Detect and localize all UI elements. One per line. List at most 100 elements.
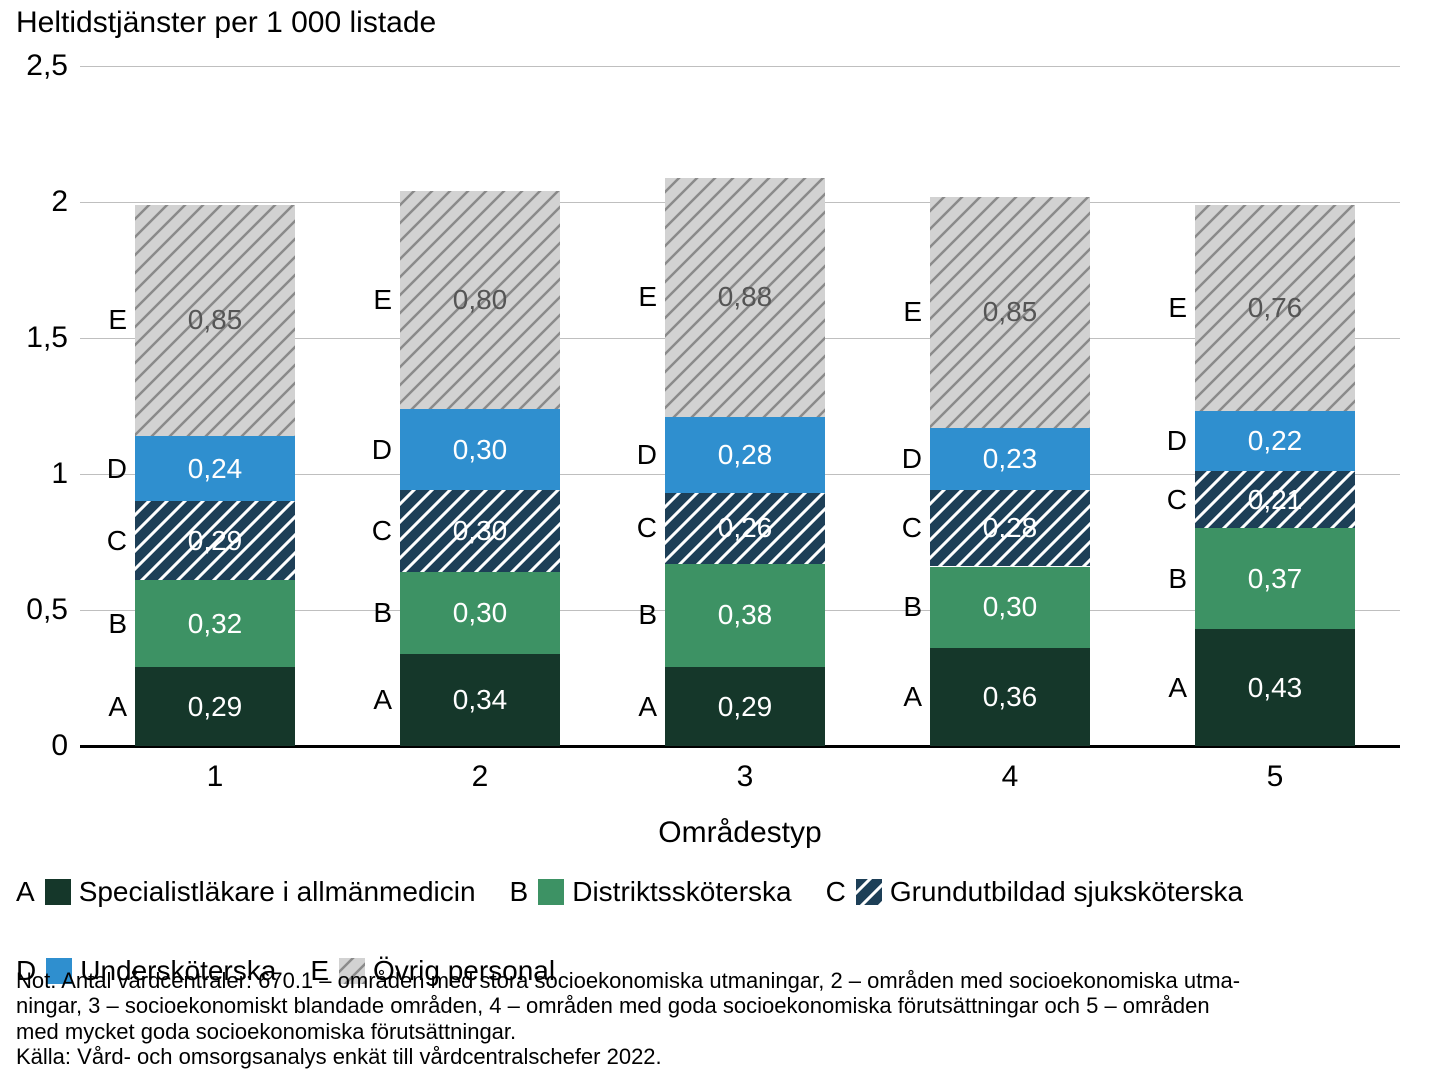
footnote: Not. Antal vårdcentraler: 670.1 – område…	[16, 968, 1414, 1069]
y-tick-label: 1	[0, 457, 68, 491]
bar-value-label: 0,28	[665, 439, 825, 471]
bar-value-label: 0,76	[1195, 292, 1355, 324]
legend-label: Grundutbildad sjuksköterska	[890, 870, 1243, 915]
x-tick-label: 3	[665, 746, 825, 794]
bar-series-letter: B	[87, 608, 127, 640]
bar-value-label: 0,36	[930, 681, 1090, 713]
bar-series-letter: E	[617, 281, 657, 313]
footnote-line: Not. Antal vårdcentraler: 670.1 – område…	[16, 968, 1414, 993]
bar-series-letter: B	[1147, 563, 1187, 595]
bar-series-letter: D	[1147, 425, 1187, 457]
bar-value-label: 0,32	[135, 608, 295, 640]
bar-segment: 0,85	[930, 197, 1090, 428]
bar-segment: 0,37	[1195, 528, 1355, 629]
bar-series-letter: A	[352, 684, 392, 716]
bar-segment: 0,22	[1195, 411, 1355, 471]
x-axis-title: Områdestyp	[80, 816, 1400, 850]
legend-label: Specialistläkare i allmänmedicin	[79, 870, 476, 915]
bar-value-label: 0,22	[1195, 425, 1355, 457]
bar-series-letter: A	[87, 691, 127, 723]
bar-series-letter: C	[352, 515, 392, 547]
bar-value-label: 0,37	[1195, 563, 1355, 595]
bar-segment: 0,88	[665, 178, 825, 417]
bar-series-letter: A	[617, 691, 657, 723]
bar-series-letter: E	[87, 304, 127, 336]
plot-area: 10,29A0,32B0,29C0,24D0,85E 20,34A0,30B0,3…	[80, 66, 1400, 746]
bar-series-letter: B	[882, 591, 922, 623]
x-tick-label: 1	[135, 746, 295, 794]
bar-segment: 0,36	[930, 648, 1090, 746]
chart-container: Heltidstjänster per 1 000 listade 00,511…	[0, 0, 1430, 1068]
bar-series-letter: C	[617, 512, 657, 544]
bar-segment: 0,30	[400, 409, 560, 491]
bar-value-label: 0,30	[400, 515, 560, 547]
legend-swatch	[538, 879, 564, 905]
y-tick-label: 2,5	[0, 49, 68, 83]
bar-value-label: 0,23	[930, 443, 1090, 475]
bar-series-letter: D	[352, 434, 392, 466]
bar-series-letter: E	[1147, 292, 1187, 324]
footnote-line: med mycket goda socioekonomiska förutsät…	[16, 1019, 1414, 1044]
bar-series-letter: A	[1147, 672, 1187, 704]
bar-segment: 0,85	[135, 205, 295, 436]
bar-segment: 0,28	[665, 417, 825, 493]
bar-group: 50,43A0,37B0,21C0,22D0,76E	[1195, 66, 1355, 746]
x-tick-label: 2	[400, 746, 560, 794]
bar-value-label: 0,28	[930, 512, 1090, 544]
footnote-line: ningar, 3 – socioekonomiskt blandade omr…	[16, 993, 1414, 1018]
bar-segment: 0,80	[400, 191, 560, 409]
bar-segment: 0,30	[400, 490, 560, 572]
bar-value-label: 0,30	[400, 597, 560, 629]
bar-segment: 0,26	[665, 493, 825, 564]
bar-group: 10,29A0,32B0,29C0,24D0,85E	[135, 66, 295, 746]
legend-swatch	[856, 879, 882, 905]
bar-segment: 0,23	[930, 428, 1090, 491]
bar-series-letter: C	[1147, 484, 1187, 516]
bar-segment: 0,30	[400, 572, 560, 654]
bar-series-letter: E	[352, 284, 392, 316]
bar-segment: 0,30	[930, 567, 1090, 649]
bar-series-letter: B	[617, 599, 657, 631]
x-tick-label: 4	[930, 746, 1090, 794]
chart-title: Heltidstjänster per 1 000 listade	[16, 6, 436, 40]
bar-series-letter: D	[87, 453, 127, 485]
legend-swatch	[45, 879, 71, 905]
x-tick-label: 5	[1195, 746, 1355, 794]
legend-letter: C	[826, 870, 846, 915]
legend-item: B Distriktssköterska	[510, 870, 792, 915]
bar-series-letter: C	[882, 512, 922, 544]
y-tick-label: 0,5	[0, 593, 68, 627]
bar-series-letter: C	[87, 525, 127, 557]
y-tick-label: 2	[0, 185, 68, 219]
bar-series-letter: D	[882, 443, 922, 475]
bar-series-letter: E	[882, 296, 922, 328]
legend-letter: A	[16, 870, 35, 915]
bar-value-label: 0,30	[400, 434, 560, 466]
bar-segment: 0,38	[665, 564, 825, 667]
bar-value-label: 0,43	[1195, 672, 1355, 704]
bar-segment: 0,34	[400, 654, 560, 746]
bar-segment: 0,29	[135, 667, 295, 746]
bar-value-label: 0,85	[135, 304, 295, 336]
bar-value-label: 0,21	[1195, 484, 1355, 516]
footnote-line: Källa: Vård- och omsorgsanalys enkät til…	[16, 1044, 1414, 1069]
bar-segment: 0,28	[930, 490, 1090, 566]
bar-segment: 0,21	[1195, 471, 1355, 528]
bar-value-label: 0,29	[135, 525, 295, 557]
legend-label: Distriktssköterska	[572, 870, 791, 915]
bar-series-letter: D	[617, 439, 657, 471]
legend-letter: B	[510, 870, 529, 915]
bar-segment: 0,29	[135, 501, 295, 580]
bar-value-label: 0,24	[135, 453, 295, 485]
y-tick-label: 1,5	[0, 321, 68, 355]
bar-series-letter: A	[882, 681, 922, 713]
bar-value-label: 0,38	[665, 599, 825, 631]
bar-segment: 0,43	[1195, 629, 1355, 746]
bar-segment: 0,24	[135, 436, 295, 501]
bar-segment: 0,29	[665, 667, 825, 746]
legend-item: A Specialistläkare i allmänmedicin	[16, 870, 476, 915]
bar-value-label: 0,85	[930, 296, 1090, 328]
bar-value-label: 0,29	[665, 691, 825, 723]
bar-group: 20,34A0,30B0,30C0,30D0,80E	[400, 66, 560, 746]
bar-group: 40,36A0,30B0,28C0,23D0,85E	[930, 66, 1090, 746]
